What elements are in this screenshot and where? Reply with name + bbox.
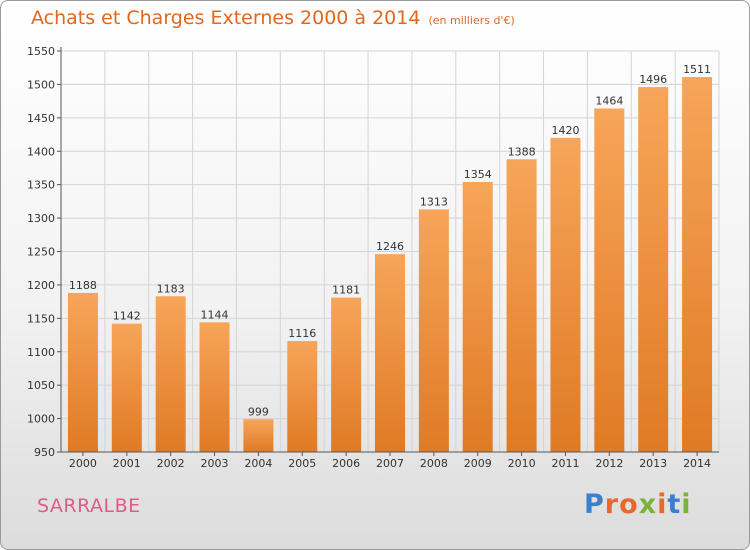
- y-tick-label: 1200: [27, 279, 55, 292]
- bars: [67, 77, 713, 452]
- logo-letter: r: [604, 489, 620, 520]
- y-tick-label: 1500: [27, 78, 55, 91]
- data-label: 1144: [201, 308, 229, 321]
- chart-subtitle: (en milliers d'€): [428, 14, 515, 27]
- x-tick-label: 2007: [376, 457, 404, 470]
- x-tick-label: 2012: [595, 457, 623, 470]
- chart-title: Achats et Charges Externes 2000 à 2014: [31, 7, 421, 29]
- logo-letter: x: [638, 489, 658, 520]
- y-tick-label: 1400: [27, 145, 55, 158]
- bar: [462, 181, 493, 452]
- bar: [638, 87, 669, 452]
- x-tick-label: 2004: [244, 457, 272, 470]
- data-label: 1188: [69, 279, 97, 292]
- bar: [594, 108, 625, 452]
- x-tick-label: 2008: [420, 457, 448, 470]
- city-name: SARRALBE: [37, 495, 141, 517]
- data-label: 1354: [464, 168, 492, 181]
- data-label: 1116: [288, 327, 316, 340]
- logo-letter: i: [657, 489, 668, 520]
- y-tick-label: 1300: [27, 212, 55, 225]
- data-label: 1181: [332, 284, 360, 297]
- y-tick-label: 1050: [27, 379, 55, 392]
- data-label: 1464: [595, 94, 623, 107]
- axes: [57, 47, 719, 456]
- data-label: 1246: [376, 240, 404, 253]
- logo-letter: o: [619, 489, 639, 520]
- y-tick-label: 1350: [27, 179, 55, 192]
- bar: [550, 137, 581, 452]
- data-label: 999: [248, 405, 269, 418]
- x-tick-label: 2006: [332, 457, 360, 470]
- logo-letter: t: [667, 489, 682, 520]
- x-tick-label: 2002: [157, 457, 185, 470]
- y-tick-label: 1450: [27, 112, 55, 125]
- y-tick-label: 1250: [27, 246, 55, 259]
- x-tick-label: 2005: [288, 457, 316, 470]
- bar: [331, 297, 362, 452]
- data-label: 1496: [639, 73, 667, 86]
- x-tick-label: 2013: [639, 457, 667, 470]
- x-tick-label: 2014: [683, 457, 711, 470]
- data-label: 1313: [420, 195, 448, 208]
- x-tick-label: 2003: [201, 457, 229, 470]
- y-tick-label: 1550: [27, 45, 55, 58]
- logo-letter: i: [681, 489, 692, 520]
- y-tick-label: 1100: [27, 346, 55, 359]
- y-tick-label: 1000: [27, 413, 55, 426]
- x-tick-label: 2010: [508, 457, 536, 470]
- x-tick-label: 2011: [551, 457, 579, 470]
- x-tick-label: 2001: [113, 457, 141, 470]
- data-label: 1142: [113, 310, 141, 323]
- bar: [243, 419, 274, 452]
- bar: [506, 159, 537, 452]
- y-tick-label: 950: [34, 446, 55, 459]
- labels: 950 1000 1050 1100 1150 1200 1250 1300 1350 1400 1…: [27, 45, 711, 470]
- bar: [418, 209, 449, 452]
- x-tick-label: 2000: [69, 457, 97, 470]
- bar: [199, 322, 230, 452]
- bar: [155, 296, 186, 452]
- data-label: 1183: [157, 282, 185, 295]
- logo-letter: P: [584, 489, 605, 520]
- proxiti-logo: Proxiti: [584, 489, 692, 520]
- y-tick-label: 1150: [27, 312, 55, 325]
- data-label: 1511: [683, 63, 711, 76]
- bar: [67, 292, 98, 452]
- bar: [111, 323, 142, 452]
- x-tick-label: 2009: [464, 457, 492, 470]
- data-label: 1388: [508, 145, 536, 158]
- title-row: Achats et Charges Externes 2000 à 2014 (e…: [31, 7, 515, 29]
- data-label: 1420: [551, 124, 579, 137]
- bar: [287, 341, 318, 452]
- bar: [682, 77, 713, 452]
- bar: [375, 254, 405, 452]
